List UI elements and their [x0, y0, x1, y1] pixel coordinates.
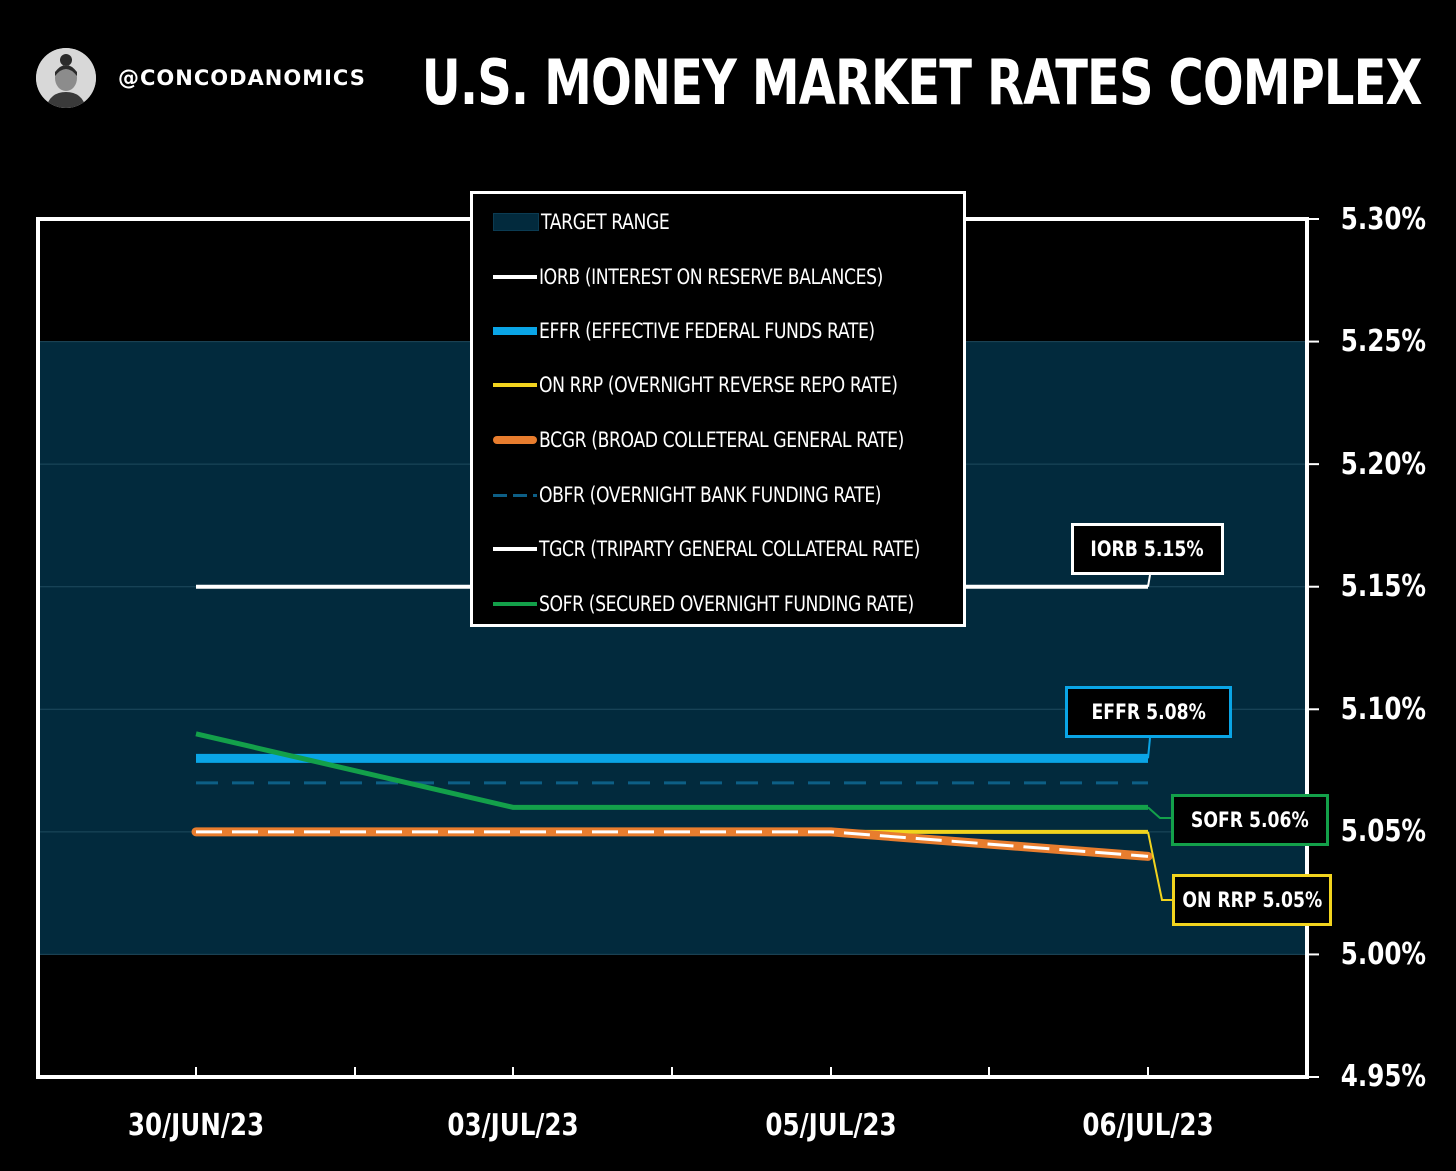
callout-iorb: IORB 5.15% [1071, 523, 1224, 575]
callout-effr-label: EFFR 5.08% [1091, 700, 1206, 724]
page-title: U.S. MONEY MARKET RATES COMPLEX [422, 46, 1423, 119]
handle[interactable]: @CONCODANOMICS [118, 66, 366, 90]
leader-effr [1147, 737, 1151, 759]
legend-label: TGCR (TRIPARTY GENERAL COLLATERAL RATE) [539, 537, 920, 561]
callout-on-rrp: ON RRP 5.05% [1172, 874, 1332, 926]
y-tick-label: 4.95% [1340, 1059, 1426, 1094]
legend-label: TARGET RANGE [541, 210, 670, 234]
series-sofr-line [195, 731, 1148, 810]
leader-sofr [1147, 806, 1171, 819]
y-tick-label: 5.20% [1340, 447, 1426, 482]
legend-label: EFFR (EFFECTIVE FEDERAL FUNDS RATE) [539, 319, 875, 343]
x-tick-label: 05/JUL/23 [765, 1108, 897, 1143]
legend-item-on-rrp: ON RRP (OVERNIGHT REVERSE REPO RATE) [493, 370, 976, 400]
callout-effr: EFFR 5.08% [1065, 686, 1232, 738]
y-tick-label: 5.00% [1340, 937, 1426, 972]
legend-swatch-obfr [493, 493, 537, 497]
y-tick-label: 5.15% [1340, 569, 1426, 604]
x-tick-label: 03/JUL/23 [447, 1108, 579, 1143]
brand: @CONCODANOMICS [36, 48, 366, 108]
legend-label: IORB (INTEREST ON RESERVE BALANCES) [539, 265, 883, 289]
legend-item-effr: EFFR (EFFECTIVE FEDERAL FUNDS RATE) [493, 316, 948, 346]
legend: TARGET RANGE IORB (INTEREST ON RESERVE B… [470, 191, 966, 627]
legend-label: ON RRP (OVERNIGHT REVERSE REPO RATE) [539, 373, 898, 397]
legend-swatch-bcgr [493, 436, 537, 444]
legend-label: OBFR (OVERNIGHT BANK FUNDING RATE) [539, 483, 882, 507]
callout-on-rrp-label: ON RRP 5.05% [1182, 888, 1322, 912]
legend-label: BCGR (BROAD COLLETERAL GENERAL RATE) [539, 428, 904, 452]
legend-item-iorb: IORB (INTEREST ON RESERVE BALANCES) [493, 262, 958, 292]
y-tick-label: 5.30% [1340, 202, 1426, 237]
callout-iorb-label: IORB 5.15% [1090, 537, 1205, 561]
y-tick-label: 5.10% [1340, 692, 1426, 727]
avatar [36, 48, 96, 108]
legend-swatch-target-range [493, 213, 539, 231]
y-tick-label: 5.05% [1340, 814, 1426, 849]
legend-swatch-effr [493, 327, 537, 335]
series-tgcr-line [196, 830, 1149, 858]
legend-item-tgcr: TGCR (TRIPARTY GENERAL COLLATERAL RATE) [493, 534, 1004, 564]
x-tick-label: 06/JUL/23 [1082, 1108, 1214, 1143]
legend-swatch-tgcr [493, 547, 537, 551]
legend-item-sofr: SOFR (SECURED OVERNIGHT FUNDING RATE) [493, 589, 996, 619]
legend-item-obfr: OBFR (OVERNIGHT BANK FUNDING RATE) [493, 480, 956, 510]
callout-sofr-label: SOFR 5.06% [1191, 808, 1309, 832]
legend-item-target-range: TARGET RANGE [493, 207, 698, 237]
y-tick-label: 5.25% [1340, 324, 1426, 359]
legend-item-bcgr: BCGR (BROAD COLLETERAL GENERAL RATE) [493, 425, 984, 455]
legend-swatch-iorb [493, 275, 537, 279]
legend-swatch-on-rrp [493, 383, 537, 387]
legend-label: SOFR (SECURED OVERNIGHT FUNDING RATE) [539, 592, 914, 616]
leader-on-rrp [1147, 831, 1172, 901]
legend-swatch-sofr [493, 602, 537, 606]
x-tick-label: 30/JUN/23 [127, 1108, 265, 1143]
leader-iorb [1147, 574, 1151, 587]
callout-sofr: SOFR 5.06% [1171, 794, 1329, 846]
